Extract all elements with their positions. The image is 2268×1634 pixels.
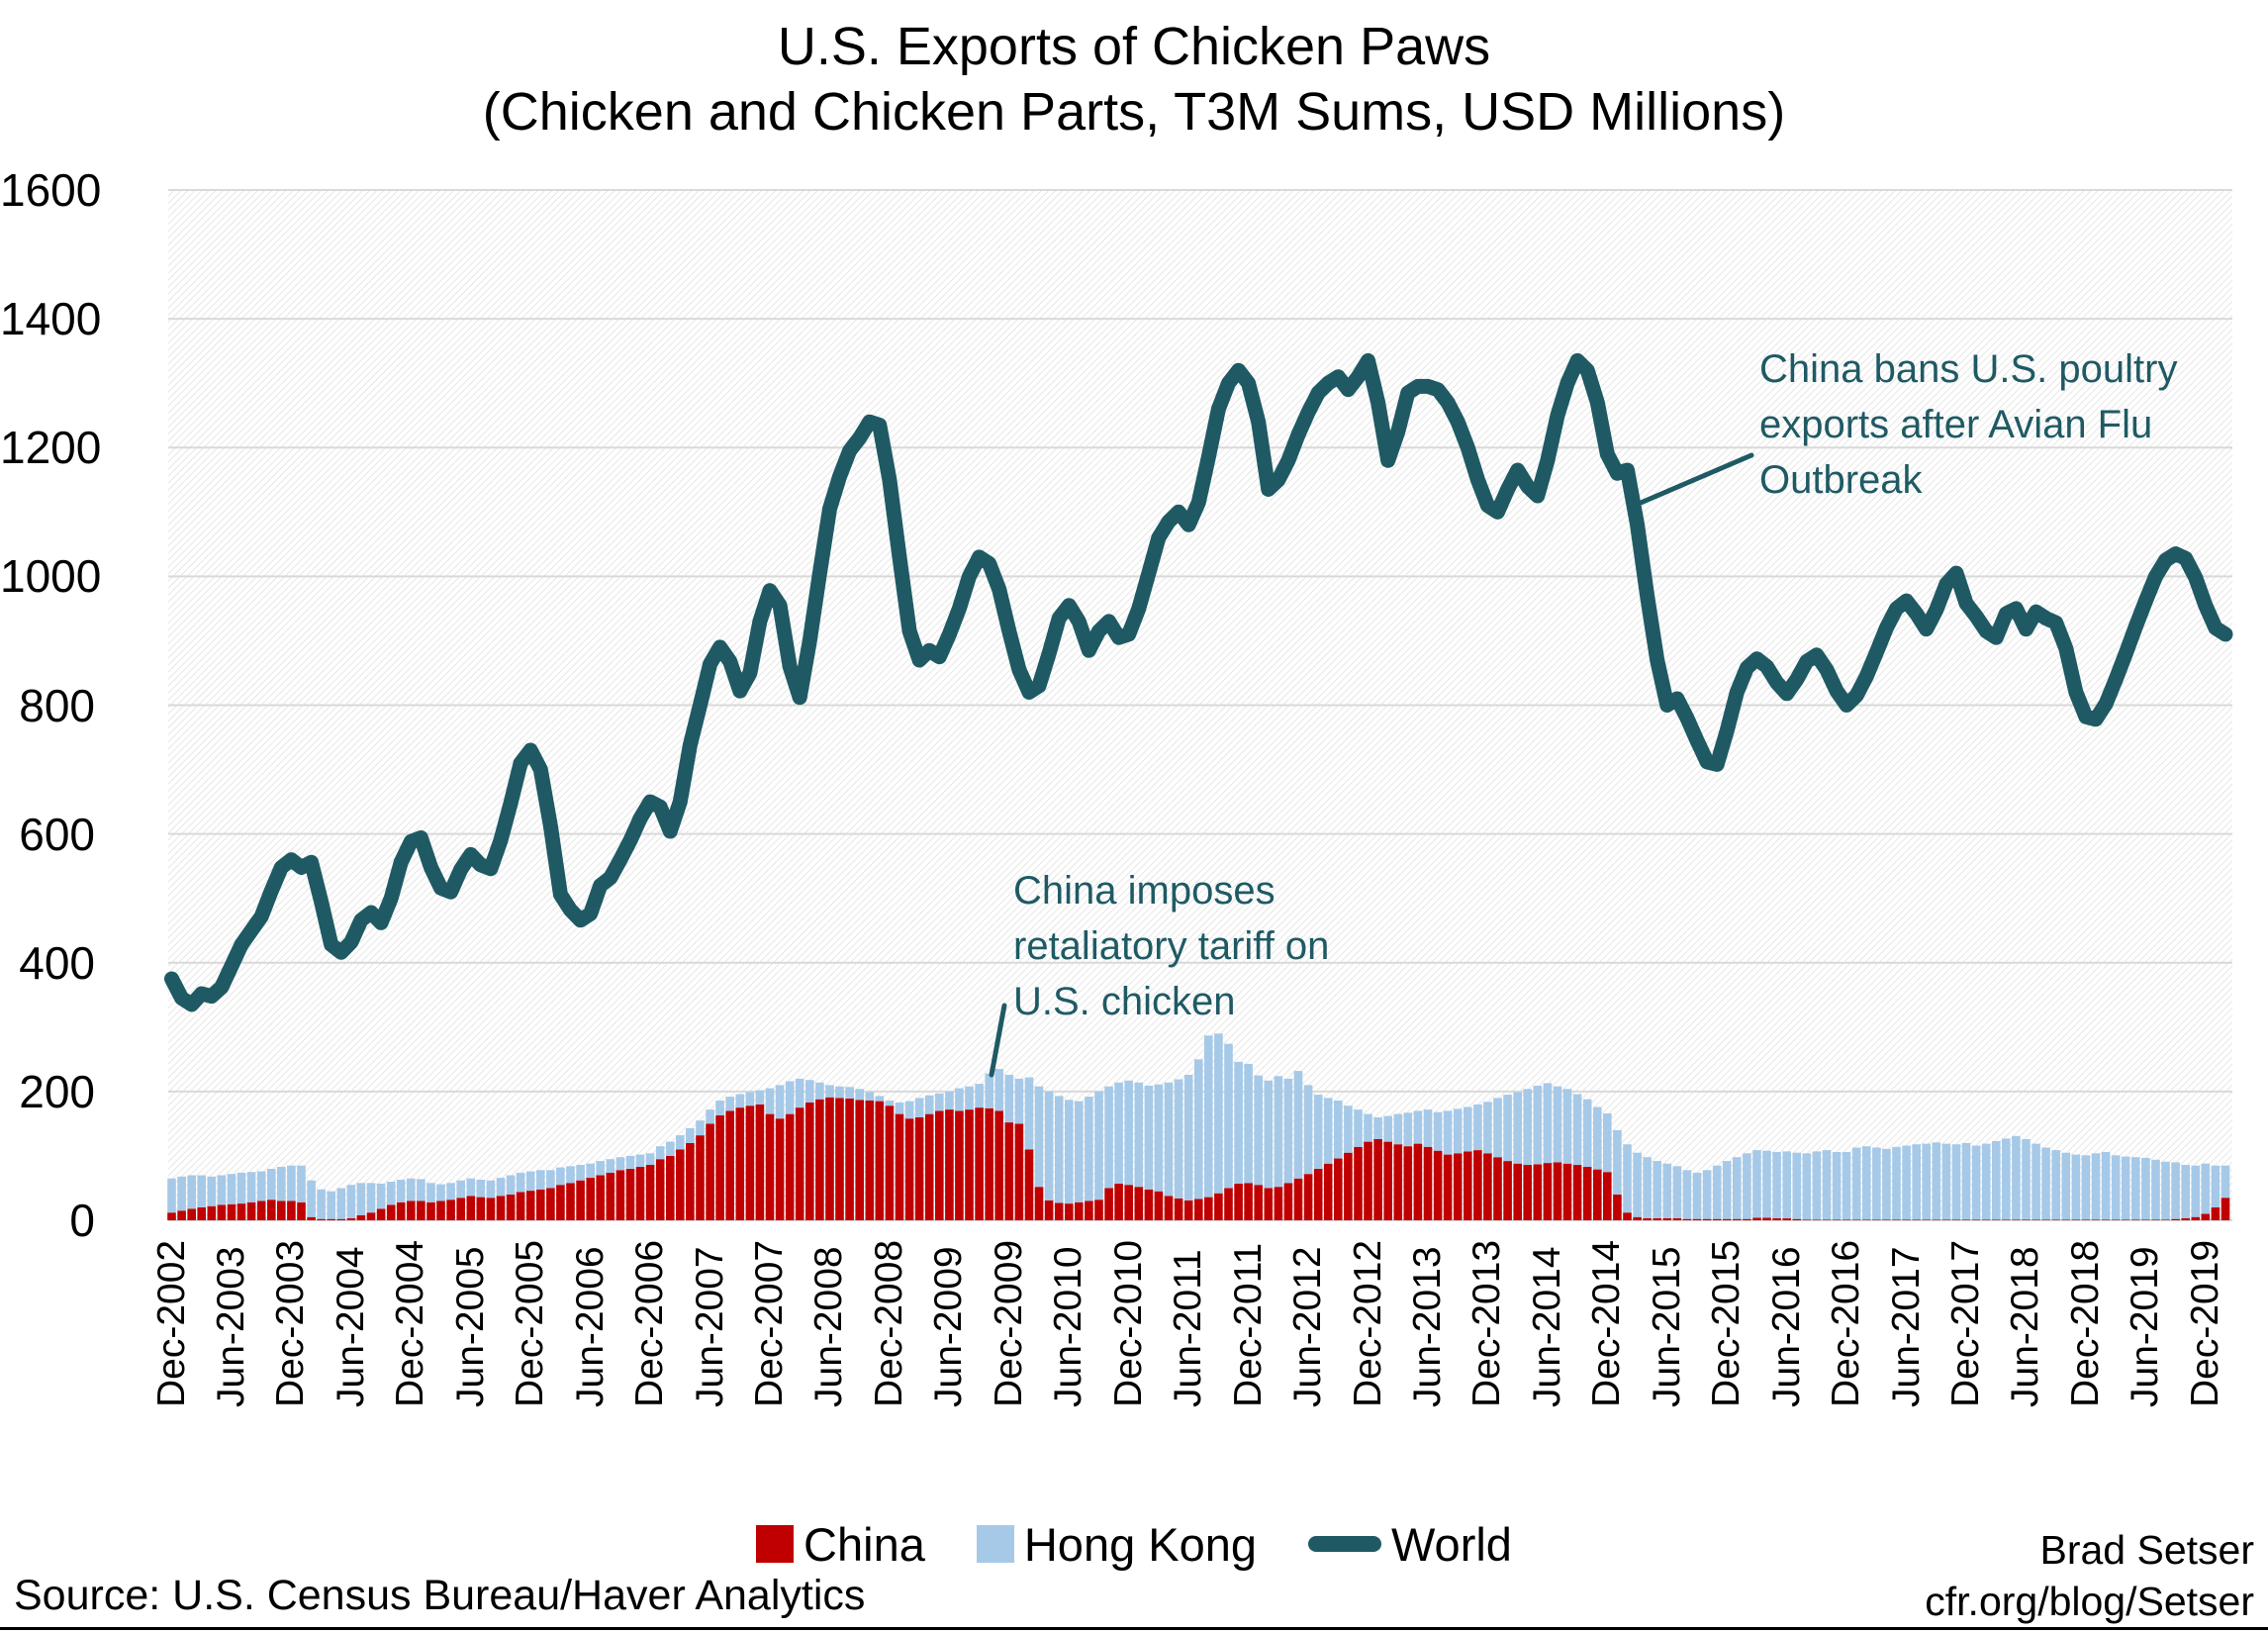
x-tick-label: Dec-2015: [1705, 1239, 1748, 1407]
x-tick-label: Dec-2016: [1825, 1239, 1868, 1407]
x-tick-label: Dec-2007: [748, 1239, 791, 1407]
credit-site: cfr.org/blog/Setser: [1925, 1579, 2254, 1624]
y-tick-label: 1600: [0, 164, 102, 216]
x-tick-label: Jun-2009: [927, 1246, 971, 1407]
annotation-ban-line3: Outbreak: [1759, 458, 1923, 502]
x-tick-label: Dec-2018: [2063, 1239, 2107, 1407]
x-tick-label: Dec-2003: [269, 1239, 313, 1407]
y-tick-label: 1400: [0, 293, 102, 345]
world-line-swatch-icon: [1308, 1536, 1382, 1552]
china-bars: [167, 1097, 2230, 1220]
chart-title: U.S. Exports of Chicken Paws: [777, 17, 1491, 76]
annotation-tariff-line3: U.S. chicken: [1013, 980, 1236, 1023]
x-tick-label: Dec-2019: [2183, 1239, 2226, 1407]
x-tick-label: Jun-2004: [329, 1246, 372, 1407]
x-tick-label: Dec-2017: [1944, 1239, 1988, 1407]
x-tick-label: Dec-2014: [1585, 1239, 1629, 1407]
y-tick-label: 1200: [0, 422, 102, 474]
x-tick-label: Dec-2011: [1226, 1242, 1270, 1407]
annotation-tariff: China imposes retaliatory tariff on U.S.…: [1013, 863, 1329, 1029]
x-tick-label: Jun-2006: [568, 1246, 612, 1407]
y-tick-label: 400: [19, 936, 95, 989]
source-note: Source: U.S. Census Bureau/Haver Analyti…: [14, 1572, 866, 1619]
y-tick-label: 200: [19, 1065, 95, 1117]
tariff-leader-line: [989, 1003, 1007, 1078]
annotation-ban: China bans U.S. poultry exports after Av…: [1759, 341, 2177, 508]
legend-label-china: China: [803, 1517, 925, 1571]
x-tick-label: Jun-2018: [2004, 1246, 2047, 1407]
y-tick-label: 1000: [0, 550, 102, 603]
x-tick-label: Dec-2008: [867, 1239, 910, 1407]
china-swatch-icon: [756, 1525, 795, 1563]
y-tick-label: 800: [19, 679, 95, 731]
x-tick-label: Jun-2019: [2124, 1246, 2167, 1407]
x-tick-label: Jun-2011: [1167, 1249, 1210, 1407]
x-tick-label: Dec-2010: [1106, 1239, 1150, 1407]
x-tick-label: Jun-2013: [1405, 1246, 1449, 1407]
bottom-rule: [0, 1627, 2268, 1630]
x-tick-label: Dec-2006: [628, 1239, 672, 1407]
chart-subtitle: (Chicken and Chicken Parts, T3M Sums, US…: [482, 82, 1786, 142]
x-tick-label: Jun-2014: [1525, 1246, 1568, 1407]
x-tick-label: Dec-2002: [149, 1239, 193, 1407]
x-tick-label: Dec-2004: [389, 1239, 432, 1407]
x-tick-label: Jun-2005: [448, 1246, 492, 1407]
x-tick-label: Dec-2009: [987, 1239, 1030, 1407]
legend: China Hong Kong World: [0, 1514, 2268, 1574]
x-tick-label: Jun-2012: [1286, 1246, 1330, 1407]
legend-item-hong-kong: Hong Kong: [976, 1517, 1258, 1572]
x-tick-label: Jun-2010: [1047, 1246, 1090, 1407]
y-tick-label: 600: [19, 808, 95, 860]
legend-item-china: China: [756, 1517, 925, 1572]
annotation-ban-line1: China bans U.S. poultry: [1759, 347, 2178, 391]
x-tick-label: Dec-2005: [509, 1239, 552, 1407]
credits: Brad Setser cfr.org/blog/Setser: [1925, 1524, 2254, 1627]
x-tick-label: Jun-2017: [1884, 1246, 1928, 1407]
x-tick-label: Dec-2012: [1346, 1239, 1389, 1407]
x-tick-label: Jun-2008: [807, 1246, 851, 1407]
y-tick-label: 0: [69, 1195, 95, 1246]
credit-author: Brad Setser: [2039, 1527, 2255, 1573]
x-tick-label: Dec-2013: [1465, 1239, 1509, 1407]
x-tick-label: Jun-2007: [688, 1246, 731, 1407]
x-tick-label: Jun-2015: [1645, 1246, 1688, 1407]
legend-label-hong-kong: Hong Kong: [1023, 1517, 1258, 1571]
ban-leader-line: [1638, 452, 1754, 506]
x-tick-label: Jun-2003: [209, 1246, 252, 1407]
hong-kong-bars: [167, 1033, 2230, 1220]
hong-kong-swatch-icon: [976, 1525, 1014, 1563]
annotation-tariff-line2: retaliatory tariff on: [1013, 924, 1330, 968]
annotation-ban-line2: exports after Avian Flu: [1759, 403, 2153, 446]
annotation-tariff-line1: China imposes: [1013, 869, 1276, 913]
legend-label-world: World: [1391, 1517, 1512, 1571]
x-tick-label: Jun-2016: [1764, 1246, 1808, 1407]
legend-item-world: World: [1308, 1517, 1512, 1572]
